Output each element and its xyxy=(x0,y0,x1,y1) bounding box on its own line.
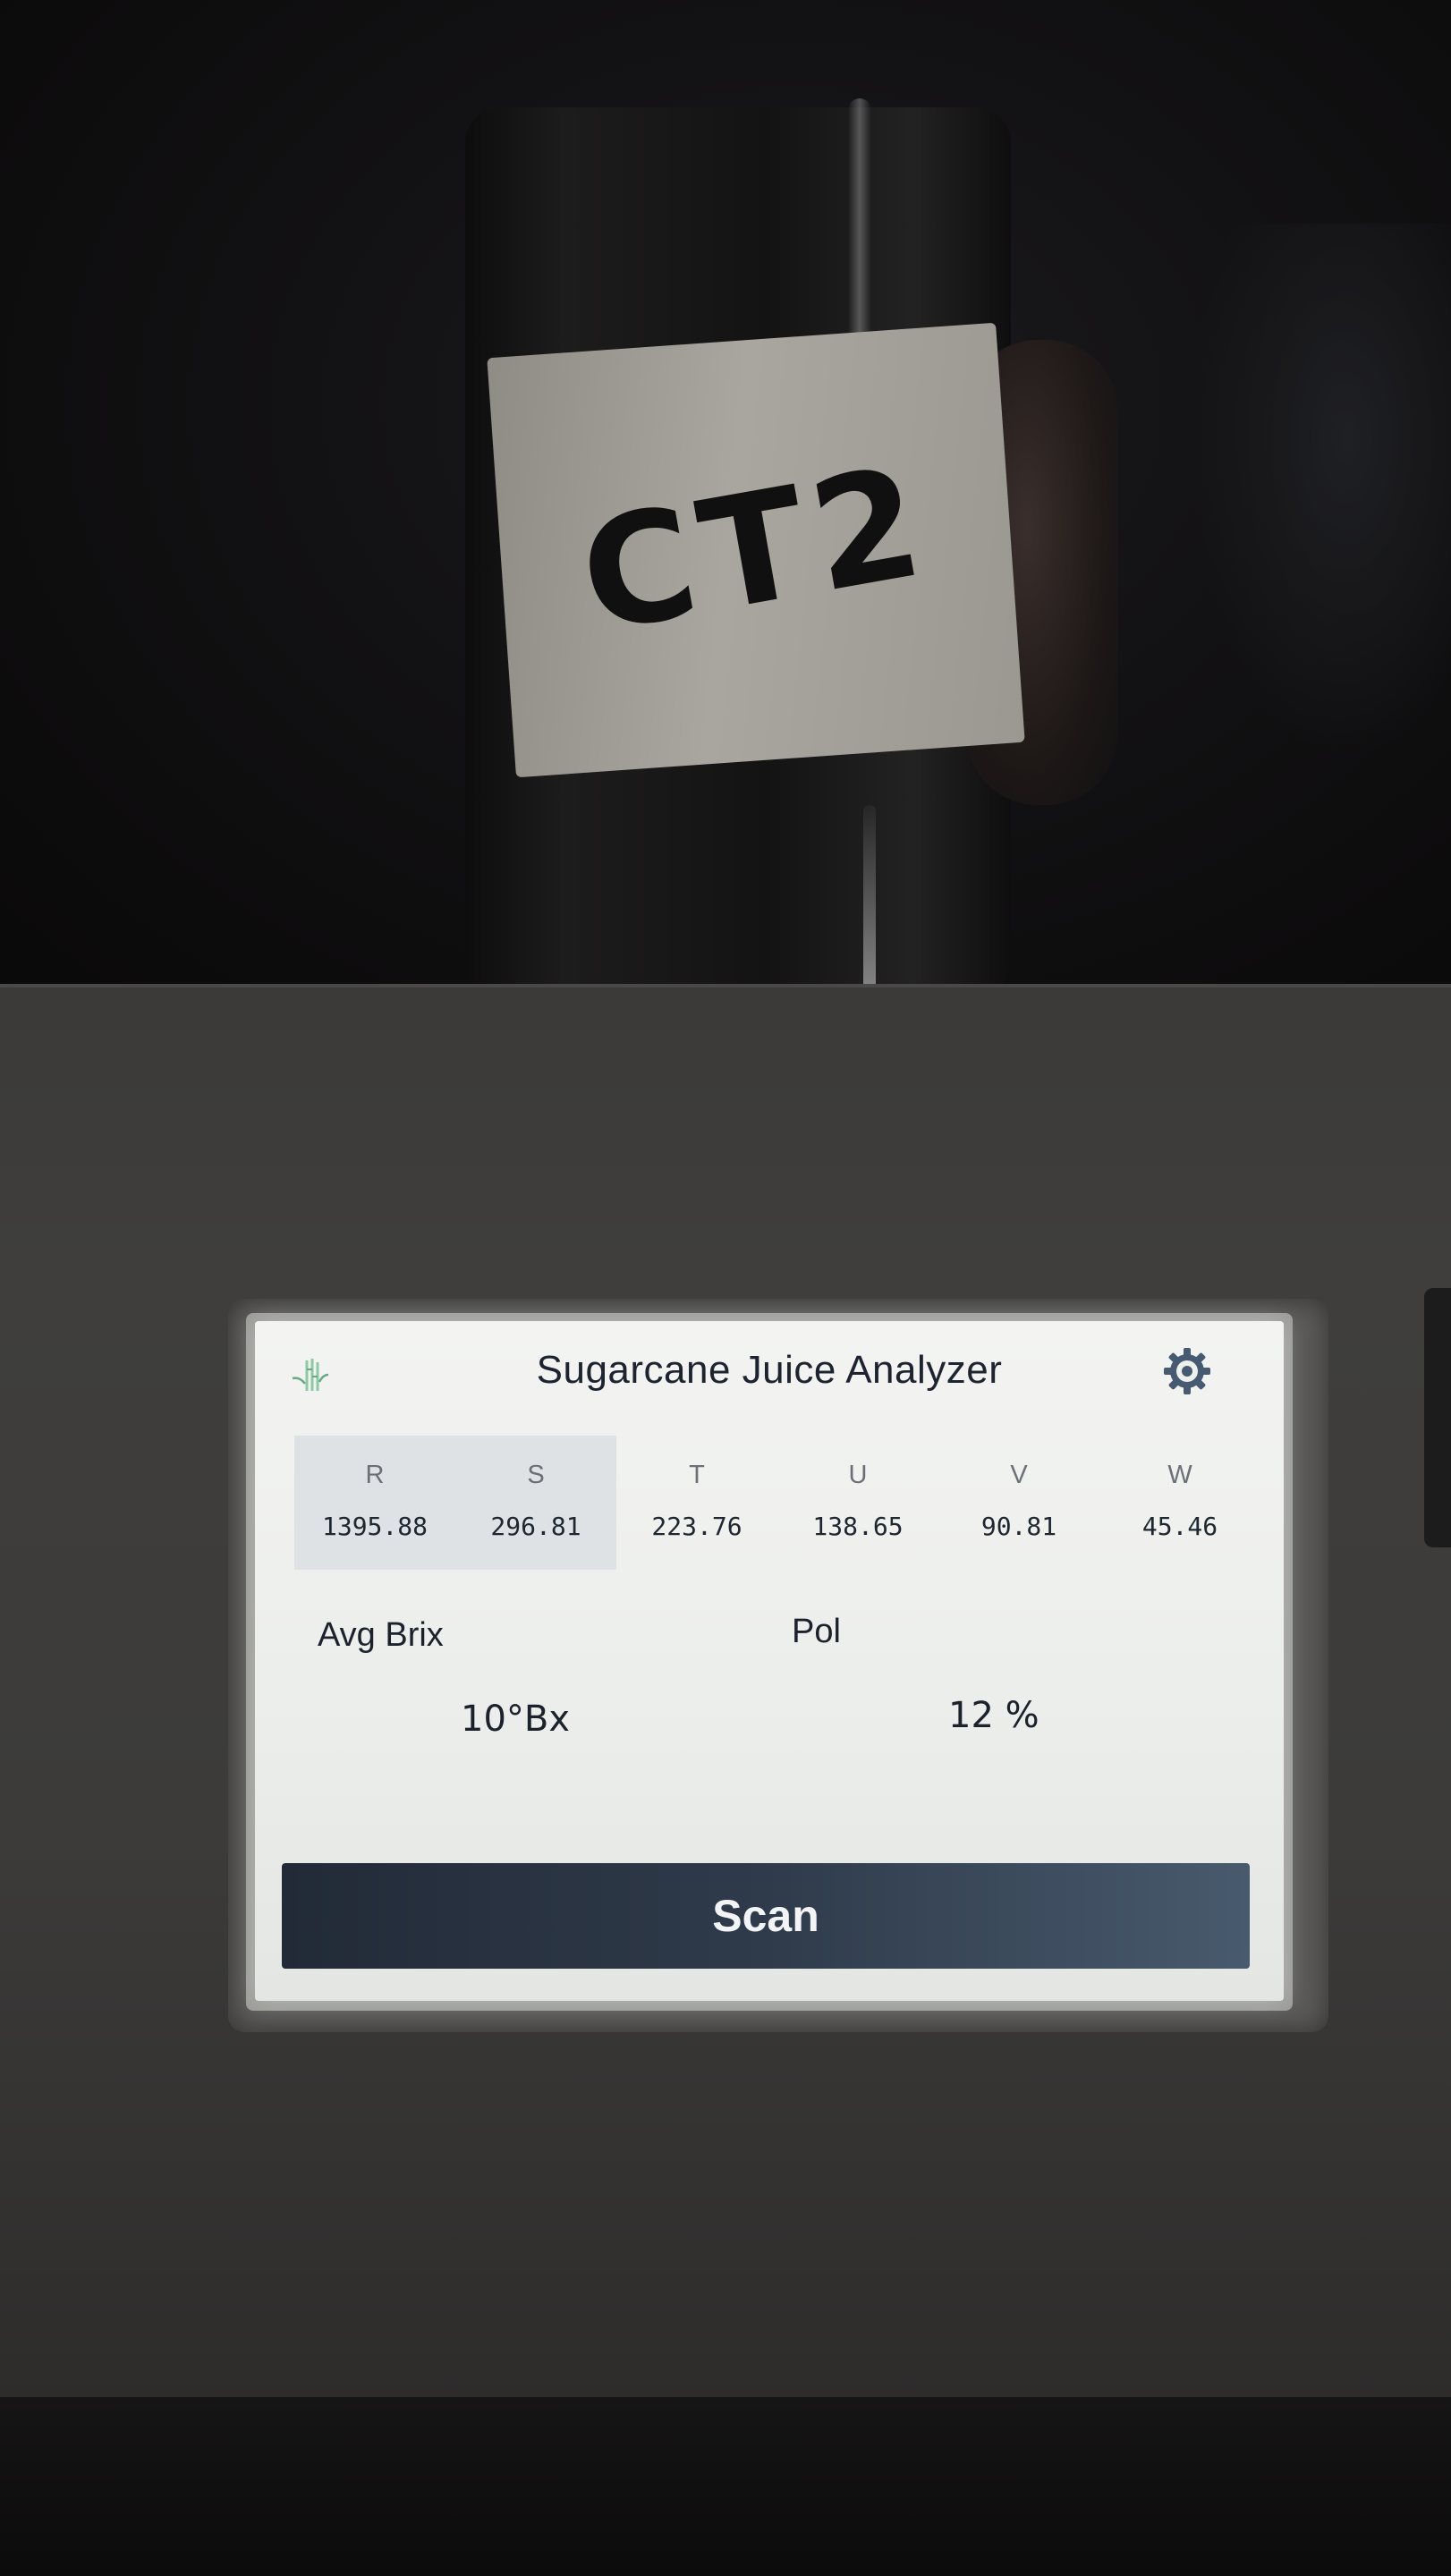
app-title: Sugarcane Juice Analyzer xyxy=(536,1348,1003,1392)
channel-s: S 296.81 xyxy=(455,1436,616,1570)
background-glow xyxy=(1190,224,1451,760)
sample-label-text: CT2 xyxy=(569,432,943,668)
channel-letter: U xyxy=(848,1461,868,1489)
settings-button[interactable] xyxy=(1158,1343,1216,1400)
scan-button[interactable]: Scan xyxy=(282,1863,1250,1969)
channel-v: V 90.81 xyxy=(938,1436,1099,1570)
channel-value: 90.81 xyxy=(980,1512,1057,1541)
channel-readings: R 1395.88 S 296.81 T 223.76 U 138.65 V 9… xyxy=(294,1436,1260,1570)
touch-screen: Sugarcane Juice Analyzer xyxy=(255,1321,1284,2001)
pol-label: Pol xyxy=(792,1613,841,1650)
pol-value: 12 % xyxy=(948,1695,1039,1736)
channel-letter: W xyxy=(1167,1461,1192,1489)
channel-value: 45.46 xyxy=(1141,1512,1218,1541)
sugarcane-icon xyxy=(292,1359,329,1391)
channel-w: W 45.46 xyxy=(1099,1436,1260,1570)
channel-u: U 138.65 xyxy=(777,1436,938,1570)
channel-r: R 1395.88 xyxy=(294,1436,455,1570)
title-bar: Sugarcane Juice Analyzer xyxy=(255,1321,1284,1411)
channel-value: 296.81 xyxy=(490,1512,581,1541)
sample-label: CT2 xyxy=(487,322,1025,778)
channel-letter: S xyxy=(527,1461,545,1489)
device-side-slot xyxy=(1424,1288,1451,1547)
channel-value: 1395.88 xyxy=(321,1512,428,1541)
tube-reflection xyxy=(863,805,876,993)
channel-letter: T xyxy=(689,1461,705,1489)
avg-brix-label: Avg Brix xyxy=(318,1616,444,1654)
gear-icon xyxy=(1164,1348,1210,1394)
channel-value: 223.76 xyxy=(651,1512,742,1541)
avg-brix-value: 10°Bx xyxy=(461,1699,571,1740)
channel-t: T 223.76 xyxy=(616,1436,777,1570)
channel-letter: V xyxy=(1010,1461,1028,1489)
channel-letter: R xyxy=(365,1461,385,1489)
tube-highlight xyxy=(848,98,871,367)
channel-value: 138.65 xyxy=(812,1512,904,1541)
table-surface xyxy=(0,2397,1451,2576)
